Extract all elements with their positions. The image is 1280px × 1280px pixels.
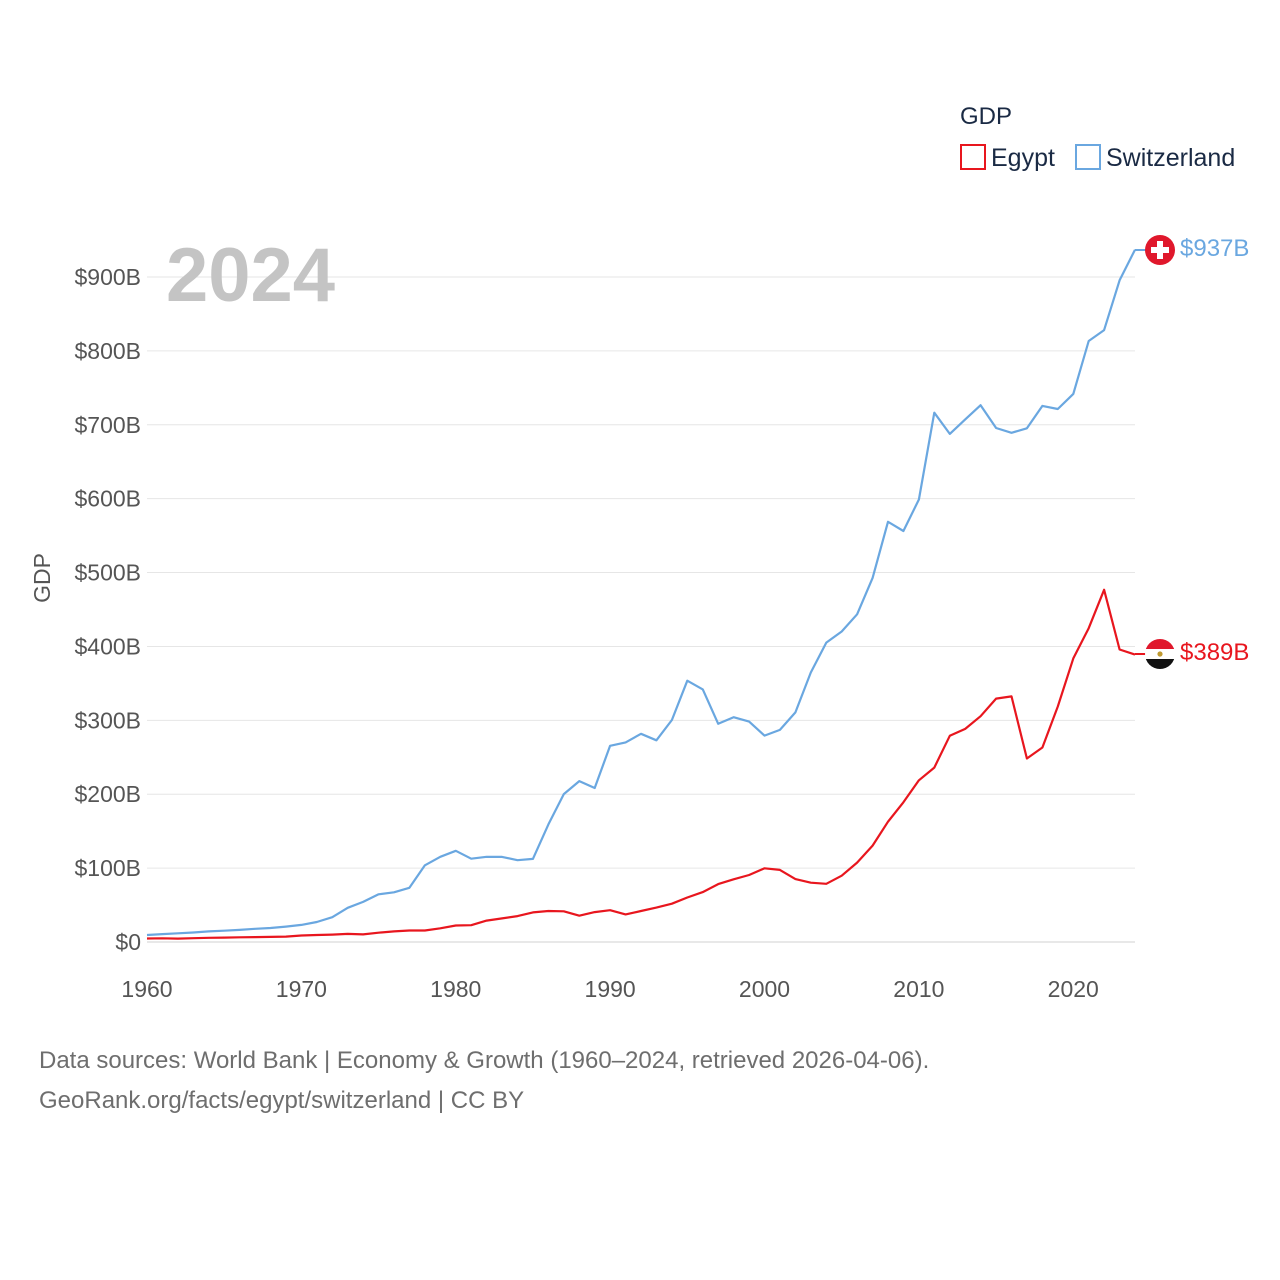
series-line-egypt [146,588,1136,940]
y-axis-tick-labels: $0 $100B $200B $300B $400B $500B $600B $700B $80… [74,264,141,955]
x-tick-label: 1980 [430,976,481,1002]
x-tick-label: 1960 [121,976,172,1002]
y-gridlines [147,276,1135,943]
x-tick-label: 2000 [739,976,790,1002]
x-tick-label: 2010 [893,976,944,1002]
series-lines [146,249,1136,940]
y-tick-label: $700B [74,412,141,438]
y-tick-label: $900B [74,264,141,290]
y-axis-label: GDP [29,553,55,603]
x-tick-label: 1970 [276,976,327,1002]
switzerland-end-label: $937B [1180,235,1249,262]
legend-swatch-egypt [960,144,986,170]
credit-text: GeoRank.org/facts/egypt/switzerland | CC… [39,1087,524,1114]
y-tick-label: $600B [74,486,141,512]
legend-swatch-switzerland [1075,144,1101,170]
egypt-end-label: $389B [1180,639,1249,666]
y-tick-label: $300B [74,707,141,733]
legend-item-switzerland[interactable]: Switzerland [1075,144,1235,172]
x-axis-tick-labels: 1960 1970 1980 1990 2000 2010 2020 [121,976,1098,1002]
source-text: Data sources: World Bank | Economy & Gro… [39,1047,929,1074]
legend-label-switzerland: Switzerland [1106,144,1235,172]
x-tick-label: 1990 [585,976,636,1002]
egypt-end-marker: $389B [1135,639,1249,669]
y-tick-label: $400B [74,633,141,659]
y-tick-label: $500B [74,560,141,586]
y-tick-label: $100B [74,855,141,881]
switzerland-end-marker: $937B [1135,235,1249,265]
y-tick-label: $800B [74,338,141,364]
series-line-switzerland [146,249,1136,937]
legend-label-egypt: Egypt [991,144,1055,172]
legend-item-egypt[interactable]: Egypt [960,144,1055,172]
x-tick-label: 2020 [1048,976,1099,1002]
y-tick-label: $0 [115,929,141,955]
switzerland-flag-icon [1145,235,1175,265]
year-watermark: 2024 [166,233,335,318]
legend-title: GDP [960,103,1012,130]
egypt-flag-icon [1145,639,1175,669]
y-tick-label: $200B [74,781,141,807]
